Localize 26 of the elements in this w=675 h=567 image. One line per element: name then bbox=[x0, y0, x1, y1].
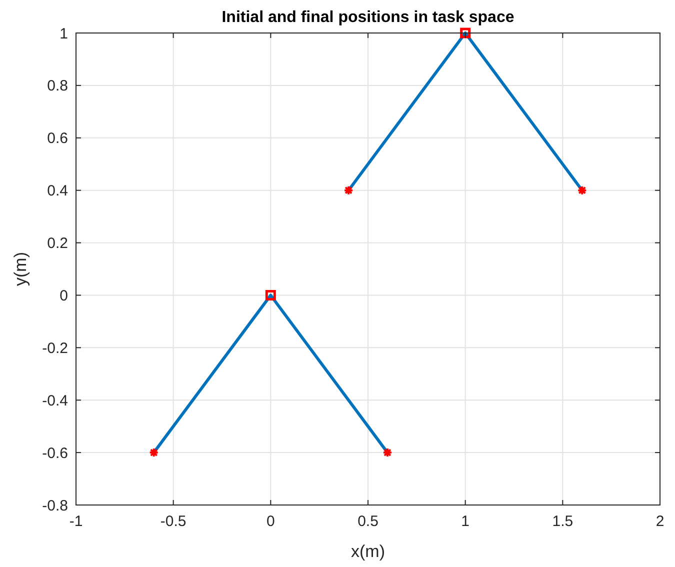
y-tick-label: 0.8 bbox=[47, 78, 68, 95]
point bbox=[382, 448, 392, 458]
y-tick-label: 1 bbox=[60, 25, 68, 42]
point bbox=[460, 28, 471, 38]
y-tick-label: -0.6 bbox=[42, 444, 68, 462]
x-tick-label: 1 bbox=[461, 513, 470, 530]
y-tick-label: 0.2 bbox=[47, 235, 68, 252]
x-tick-label: 2 bbox=[656, 513, 664, 530]
x-axis-title: x(m) bbox=[351, 542, 385, 561]
x-tick-label: 0 bbox=[266, 513, 275, 530]
point bbox=[344, 185, 354, 196]
point bbox=[148, 448, 159, 458]
y-tick-label: 0.4 bbox=[47, 182, 68, 200]
y-tick-label: 0 bbox=[60, 287, 68, 304]
point bbox=[577, 185, 588, 196]
x-tick-label: 0.5 bbox=[358, 513, 378, 530]
y-axis-title: y(m) bbox=[11, 252, 30, 286]
y-tick-label: -0.8 bbox=[42, 497, 68, 514]
chart-title: Initial and final positions in task space bbox=[222, 9, 514, 26]
y-tick-label: -0.4 bbox=[42, 392, 68, 410]
y-tick-label: 0.6 bbox=[47, 130, 68, 148]
y-tick-label: -0.2 bbox=[42, 340, 68, 357]
x-tick-label: 1.5 bbox=[552, 513, 574, 530]
x-tick-label: -1 bbox=[69, 513, 83, 530]
x-tick-label: -0.5 bbox=[160, 513, 186, 530]
point bbox=[265, 290, 276, 300]
